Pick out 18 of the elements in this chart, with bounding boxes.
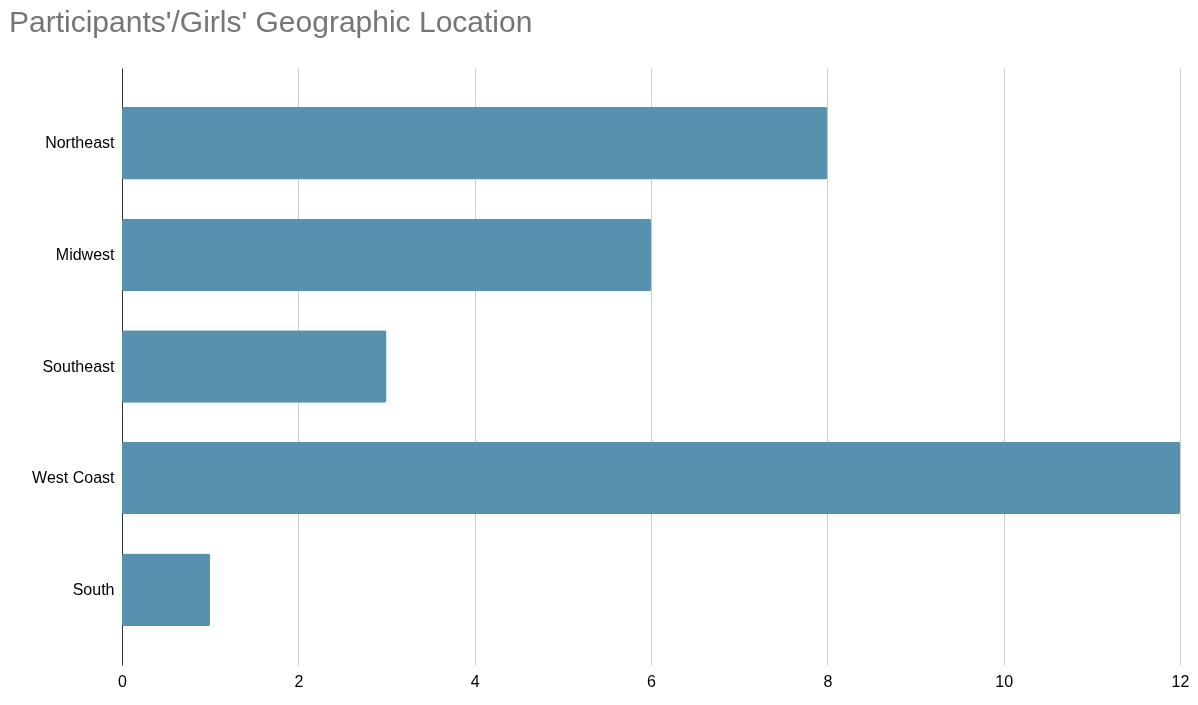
- x-tick-label: 0: [118, 672, 128, 690]
- bar: [122, 553, 211, 626]
- x-tick-label: 8: [823, 672, 833, 690]
- y-tick-label: Midwest: [55, 245, 116, 263]
- y-tick-label: Southeast: [42, 357, 116, 375]
- y-tick-label: Northeast: [45, 134, 116, 152]
- x-tick-label: 10: [995, 672, 1014, 690]
- y-tick-label: South: [72, 580, 115, 598]
- bar: [122, 330, 387, 403]
- x-tick-label: 12: [1171, 672, 1190, 690]
- y-tick-label: West Coast: [32, 469, 116, 487]
- chart-title: Participants'/Girls' Geographic Location: [9, 5, 533, 38]
- x-tick-label: 2: [294, 672, 304, 690]
- bar: [122, 218, 651, 292]
- bar: [122, 441, 1180, 515]
- x-tick-label: 6: [647, 672, 657, 690]
- x-tick-label: 4: [470, 672, 480, 690]
- bar: [122, 107, 828, 180]
